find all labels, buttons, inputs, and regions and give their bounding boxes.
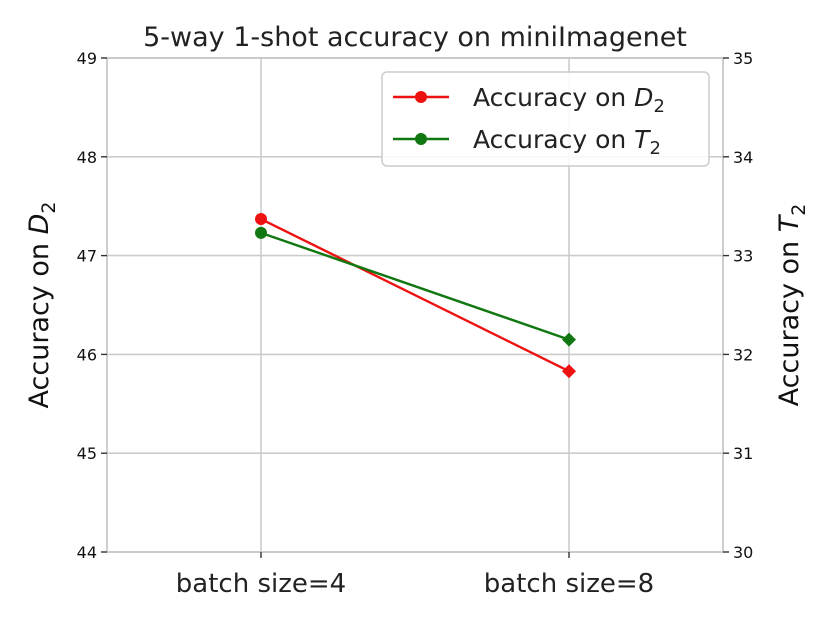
tick-layer: 44 45 46 47 48 49 30 31 32 33 34 35 batch size=4 batc… bbox=[77, 49, 754, 599]
right-tick-label: 35 bbox=[733, 49, 753, 68]
series-line bbox=[260, 231, 570, 341]
legend-label-t2: Accuracy on T2 bbox=[473, 125, 661, 159]
series-1 bbox=[255, 226, 576, 347]
point-marker-diamond bbox=[562, 364, 576, 379]
legend-marker-t2 bbox=[415, 133, 427, 145]
legend-label-t2-prefix: Accuracy on bbox=[473, 125, 634, 154]
left-axis-label-sub: 2 bbox=[38, 202, 60, 214]
right-axis-label: Accuracy on T2 bbox=[774, 204, 810, 407]
point-marker-diamond bbox=[562, 332, 576, 347]
series-0 bbox=[255, 213, 576, 379]
x-tick-label: batch size=8 bbox=[484, 569, 654, 599]
legend-label-d2-var: D bbox=[634, 83, 653, 112]
left-tick-label: 46 bbox=[77, 345, 97, 364]
legend-label-d2-prefix: Accuracy on bbox=[473, 83, 634, 112]
right-tick-label: 30 bbox=[733, 543, 753, 562]
legend-box bbox=[381, 71, 710, 167]
axes-frame bbox=[106, 57, 724, 553]
right-axis-label-prefix: Accuracy on bbox=[774, 232, 805, 406]
left-tick-label: 47 bbox=[77, 247, 97, 266]
right-tick-label: 34 bbox=[733, 148, 753, 167]
legend-label-d2: Accuracy on D2 bbox=[473, 83, 665, 117]
series-line bbox=[260, 217, 570, 373]
legend: Accuracy on D2 Accuracy on T2 bbox=[381, 71, 710, 167]
left-axis-label-prefix: Accuracy on bbox=[24, 234, 55, 408]
plot-frame bbox=[106, 57, 724, 553]
legend-entry-t2: Accuracy on T2 bbox=[393, 125, 661, 159]
legend-marker-d2 bbox=[415, 91, 427, 103]
point-marker-circle bbox=[255, 226, 267, 239]
series-layer bbox=[255, 213, 576, 379]
left-tick-label: 49 bbox=[77, 49, 97, 68]
legend-label-t2-var: T bbox=[634, 125, 651, 154]
left-tick-label: 48 bbox=[77, 148, 97, 167]
left-axis-label-var: D bbox=[24, 214, 55, 235]
left-axis-label: Accuracy on D2 bbox=[24, 202, 60, 409]
chart-title: 5-way 1-shot accuracy on miniImagenet bbox=[143, 22, 687, 53]
right-tick-label: 31 bbox=[733, 444, 753, 463]
point-marker-circle bbox=[255, 213, 267, 226]
legend-entry-d2: Accuracy on D2 bbox=[393, 83, 665, 117]
x-tick-label: batch size=4 bbox=[176, 569, 346, 599]
right-tick-label: 32 bbox=[733, 345, 753, 364]
legend-label-d2-sub: 2 bbox=[653, 96, 664, 117]
right-axis-label-var: T bbox=[774, 213, 805, 232]
left-tick-label: 45 bbox=[77, 444, 97, 463]
legend-label-t2-sub: 2 bbox=[649, 138, 660, 159]
right-axis-label-sub: 2 bbox=[788, 204, 810, 216]
left-tick-label: 44 bbox=[77, 543, 97, 562]
right-tick-label: 33 bbox=[733, 247, 753, 266]
